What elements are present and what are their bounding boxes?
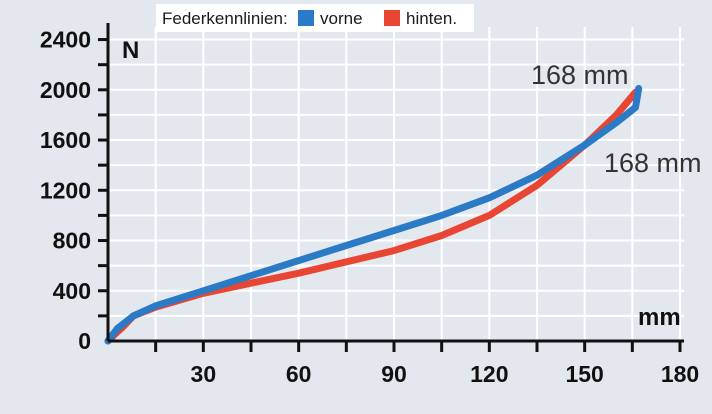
legend-swatch-hinten [384,10,400,26]
y-tick-label: 400 [53,278,91,304]
x-tick-label: 90 [381,361,407,387]
legend-box [156,4,474,32]
axes [98,23,684,352]
y-tick-label: 0 [78,328,91,354]
x-tick-label: 150 [565,361,603,387]
legend-label-vorne: vorne [320,9,363,28]
y-tick-label: 1600 [40,127,91,153]
legend: Federkennlinien: vorne hinten. [156,4,474,32]
tick-labels: 30 60 90 120 150 180 0 400 800 1200 1600 2000 2400 [40,27,699,387]
legend-swatch-vorne [298,10,314,26]
x-tick-label: 60 [286,361,312,387]
annotation-vorne-max-travel: 168 mm [604,148,702,178]
legend-title: Federkennlinien: [162,9,288,28]
x-tick-label: 30 [191,361,217,387]
x-tick-label: 120 [470,361,508,387]
x-tick-label: 180 [661,361,699,387]
y-tick-label: 800 [53,228,91,254]
y-tick-label: 2400 [40,27,91,53]
y-tick-label: 1200 [40,177,91,203]
annotation-hinten-max-travel: 168 mm [531,60,629,90]
y-axis-unit-label: N [122,37,139,64]
series-line-vorne [104,85,643,345]
series-layer [104,85,643,345]
y-tick-label: 2000 [40,77,91,103]
legend-label-hinten: hinten. [406,9,457,28]
x-axis-unit-label: mm [638,304,681,331]
